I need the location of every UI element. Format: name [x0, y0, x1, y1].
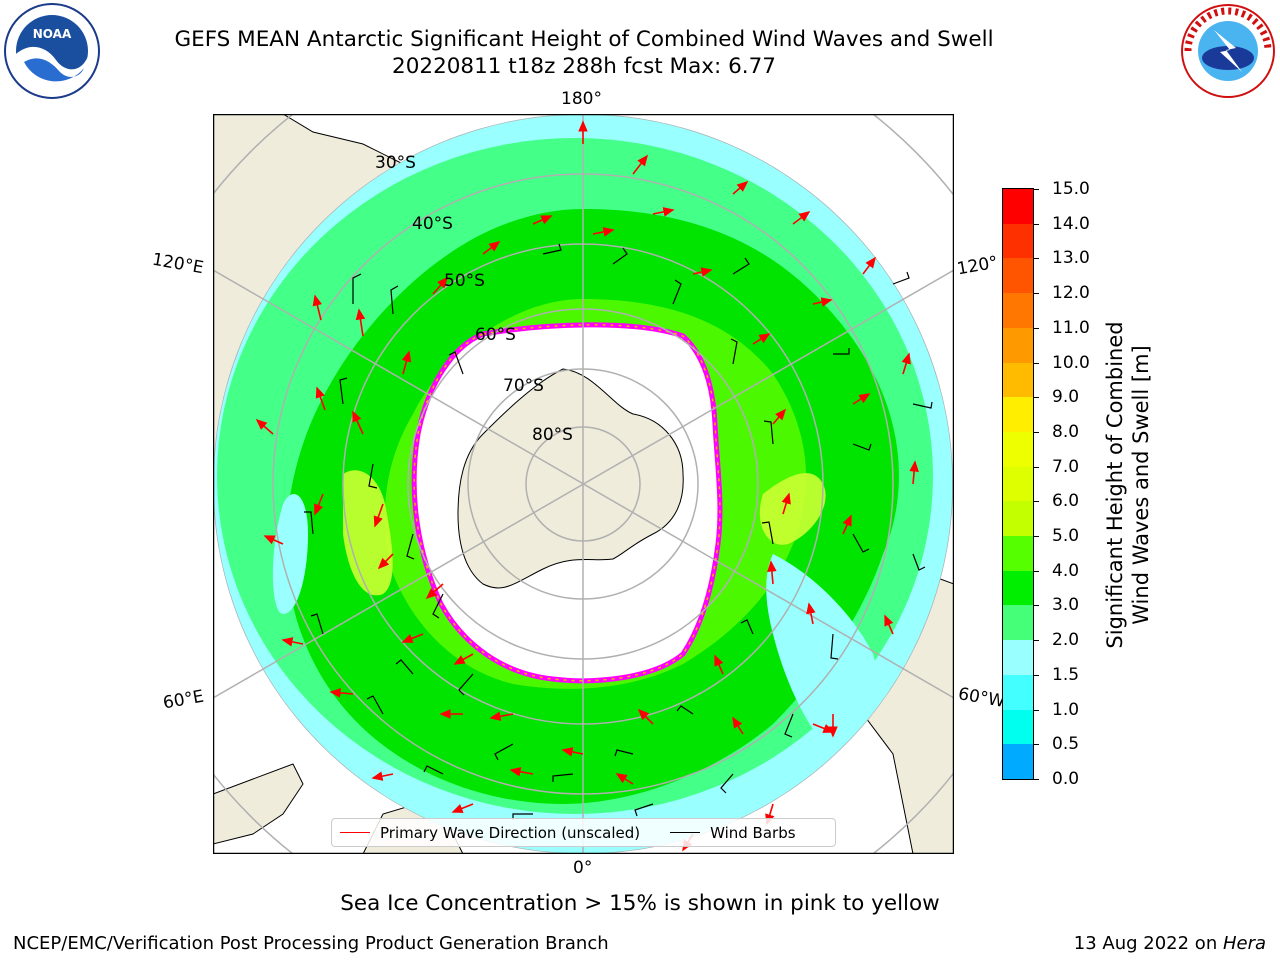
colorbar-tick-label: 10.0: [1052, 352, 1090, 373]
colorbar-tick: [1034, 779, 1039, 780]
legend-wave-entry: Primary Wave Direction (unscaled): [332, 824, 640, 842]
colorbar-segment: [1003, 605, 1033, 641]
map-subtitle: 20220811 t18z 288h fcst Max: 6.77: [392, 54, 776, 79]
colorbar-segment: [1003, 189, 1033, 225]
colorbar-tick-label: 5.0: [1052, 526, 1080, 547]
svg-text:NOAA: NOAA: [33, 27, 72, 41]
lon-label-60w: 60°W: [956, 684, 1007, 712]
colorbar-segment: [1003, 397, 1033, 433]
colorbar-tick-label: 0.5: [1052, 734, 1080, 755]
legend-barbs-swatch: [670, 832, 701, 833]
colorbar-title: Significant Height of Combined Wind Wave…: [1103, 321, 1153, 649]
lon-label-60e: 60°E: [161, 686, 206, 714]
lon-label-180: 180°: [561, 89, 602, 109]
colorbar-tick-label: 8.0: [1052, 421, 1080, 442]
colorbar-segment: [1003, 466, 1033, 502]
colorbar-tick: [1034, 293, 1039, 295]
legend-wave-label: Primary Wave Direction (unscaled): [380, 823, 641, 842]
colorbar-tick-label: 6.0: [1052, 491, 1080, 512]
colorbar-tick: [1034, 674, 1039, 676]
colorbar-tick: [1034, 223, 1039, 225]
colorbar-tick: [1034, 327, 1039, 329]
colorbar-tick-label: 12.0: [1052, 283, 1090, 304]
colorbar-segment: [1003, 744, 1033, 780]
lon-label-0: 0°: [573, 858, 593, 878]
footer-host: Hera: [1222, 933, 1266, 954]
colorbar-segment: [1003, 709, 1033, 745]
colorbar-segment: [1003, 674, 1033, 711]
svg-text:70°S: 70°S: [503, 376, 544, 396]
nws-logo: [1181, 4, 1275, 98]
colorbar-tick: [1034, 744, 1039, 746]
colorbar-tick: [1034, 536, 1039, 538]
colorbar-segment: [1003, 431, 1033, 468]
colorbar-tick: [1034, 570, 1039, 572]
colorbar-tick: [1034, 431, 1039, 433]
svg-text:30°S: 30°S: [375, 153, 416, 173]
colorbar-tick-label: 0.0: [1052, 769, 1080, 789]
colorbar-segment: [1003, 640, 1033, 676]
colorbar-segment: [1003, 570, 1033, 606]
colorbar-tick: [1034, 709, 1039, 711]
map-panel: 30°S 40°S 50°S 60°S 70°S 80°S: [213, 114, 954, 854]
colorbar-tick-label: 14.0: [1052, 213, 1090, 234]
svg-text:40°S: 40°S: [412, 214, 453, 234]
colorbar-tick: [1034, 466, 1039, 468]
colorbar-segment: [1003, 536, 1033, 572]
colorbar-tick: [1034, 605, 1039, 607]
colorbar: [1002, 188, 1034, 780]
colorbar-tick: [1034, 501, 1039, 503]
colorbar-tick-label: 2.0: [1052, 630, 1080, 651]
colorbar-tick-label: 4.0: [1052, 560, 1080, 581]
legend-wave-swatch: [340, 832, 370, 833]
colorbar-segment: [1003, 293, 1033, 329]
legend-barbs-label: Wind Barbs: [710, 823, 796, 842]
footer-date: 13 Aug 2022 on Hera: [1073, 933, 1266, 954]
colorbar-tick: [1034, 640, 1039, 642]
colorbar-tick-label: 11.0: [1052, 317, 1090, 338]
footer-credit: NCEP/EMC/Verification Post Processing Pr…: [13, 933, 609, 954]
colorbar-segment: [1003, 258, 1033, 294]
sea-ice-note: Sea Ice Concentration > 15% is shown in …: [340, 891, 940, 916]
wave-direction-arrows: [255, 120, 919, 852]
lon-label-120e: 120°E: [150, 249, 206, 279]
colorbar-tick-label: 15.0: [1052, 179, 1090, 199]
latitude-labels: 30°S 40°S 50°S 60°S 70°S 80°S: [375, 153, 573, 445]
colorbar-tick: [1034, 258, 1039, 260]
map-legend: Primary Wave Direction (unscaled) Wind B…: [331, 818, 836, 847]
colorbar-tick: [1034, 362, 1039, 364]
colorbar-tick-label: 1.0: [1052, 699, 1080, 720]
colorbar-tick-label: 1.5: [1052, 664, 1080, 685]
colorbar-tick: [1034, 397, 1039, 399]
noaa-logo: NOAA: [4, 3, 100, 99]
colorbar-tick-label: 13.0: [1052, 248, 1090, 269]
antarctica-land: [457, 368, 684, 589]
colorbar-segment: [1003, 223, 1033, 259]
colorbar-tick: [1034, 189, 1039, 190]
colorbar-segment: [1003, 327, 1033, 364]
colorbar-segment: [1003, 362, 1033, 398]
svg-text:80°S: 80°S: [532, 425, 573, 445]
colorbar-segment: [1003, 501, 1033, 537]
colorbar-tick-label: 9.0: [1052, 387, 1080, 408]
legend-barbs-entry: Wind Barbs: [662, 823, 796, 842]
colorbar-tick-label: 7.0: [1052, 456, 1080, 477]
svg-text:50°S: 50°S: [444, 271, 485, 291]
lon-label-120w: 120°: [955, 252, 1000, 280]
map-title: GEFS MEAN Antarctic Significant Height o…: [174, 27, 994, 52]
colorbar-tick-label: 3.0: [1052, 595, 1080, 616]
svg-text:60°S: 60°S: [475, 325, 516, 345]
